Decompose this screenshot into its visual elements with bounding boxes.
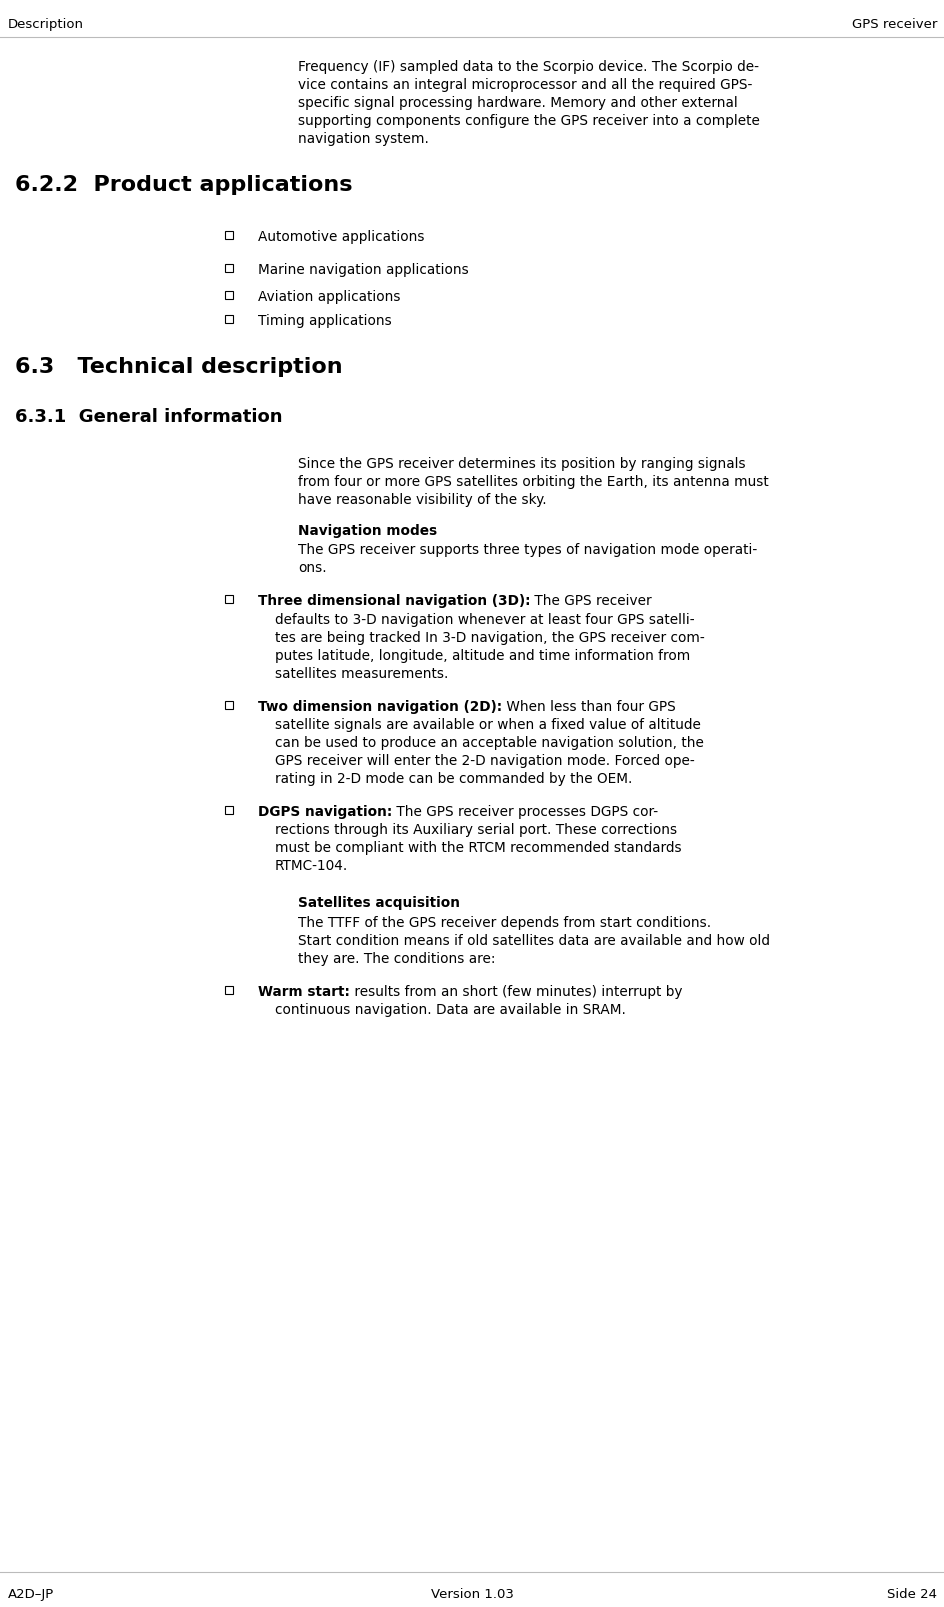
Text: navigation system.: navigation system. (297, 132, 429, 146)
Text: When less than four GPS: When less than four GPS (501, 699, 675, 714)
Text: RTMC-104.: RTMC-104. (275, 858, 348, 873)
Text: Three dimensional navigation (3D):: Three dimensional navigation (3D): (258, 593, 530, 607)
Text: 6.3.1  General information: 6.3.1 General information (15, 408, 282, 426)
Text: satellite signals are available or when a fixed value of altitude: satellite signals are available or when … (275, 718, 700, 731)
Text: must be compliant with the RTCM recommended standards: must be compliant with the RTCM recommen… (275, 840, 681, 855)
Text: The TTFF of the GPS receiver depends from start conditions.: The TTFF of the GPS receiver depends fro… (297, 916, 711, 929)
FancyBboxPatch shape (225, 292, 233, 301)
Text: they are. The conditions are:: they are. The conditions are: (297, 951, 495, 966)
Text: have reasonable visibility of the sky.: have reasonable visibility of the sky. (297, 493, 546, 506)
Text: The GPS receiver processes DGPS cor-: The GPS receiver processes DGPS cor- (392, 805, 658, 818)
Text: Satellites acquisition: Satellites acquisition (297, 895, 460, 910)
Text: The GPS receiver: The GPS receiver (530, 593, 651, 607)
Text: GPS receiver will enter the 2-D navigation mode. Forced ope-: GPS receiver will enter the 2-D navigati… (275, 754, 694, 768)
Text: Version 1.03: Version 1.03 (430, 1588, 514, 1601)
Text: DGPS navigation:: DGPS navigation: (258, 805, 392, 818)
FancyBboxPatch shape (225, 807, 233, 815)
FancyBboxPatch shape (225, 265, 233, 273)
Text: Aviation applications: Aviation applications (258, 289, 400, 304)
Text: Two dimension navigation (2D):: Two dimension navigation (2D): (258, 699, 501, 714)
Text: ons.: ons. (297, 561, 327, 575)
Text: GPS receiver: GPS receiver (851, 18, 936, 31)
Text: Since the GPS receiver determines its position by ranging signals: Since the GPS receiver determines its po… (297, 456, 745, 471)
Text: Warm start:: Warm start: (258, 985, 349, 998)
Text: Navigation modes: Navigation modes (297, 524, 437, 538)
FancyBboxPatch shape (225, 231, 233, 239)
Text: Marine navigation applications: Marine navigation applications (258, 264, 468, 276)
Text: satellites measurements.: satellites measurements. (275, 667, 447, 681)
Text: 6.3   Technical description: 6.3 Technical description (15, 357, 343, 376)
Text: Side 24: Side 24 (886, 1588, 936, 1601)
Text: Description: Description (8, 18, 84, 31)
Text: Timing applications: Timing applications (258, 313, 392, 328)
Text: results from an short (few minutes) interrupt by: results from an short (few minutes) inte… (349, 985, 682, 998)
Text: specific signal processing hardware. Memory and other external: specific signal processing hardware. Mem… (297, 96, 737, 109)
Text: Automotive applications: Automotive applications (258, 230, 424, 244)
Text: 6.2.2  Product applications: 6.2.2 Product applications (15, 175, 352, 194)
Text: rections through its Auxiliary serial port. These corrections: rections through its Auxiliary serial po… (275, 823, 677, 837)
FancyBboxPatch shape (225, 596, 233, 604)
FancyBboxPatch shape (225, 317, 233, 323)
Text: vice contains an integral microprocessor and all the required GPS-: vice contains an integral microprocessor… (297, 79, 751, 92)
FancyBboxPatch shape (225, 987, 233, 995)
Text: continuous navigation. Data are available in SRAM.: continuous navigation. Data are availabl… (275, 1003, 625, 1016)
Text: Frequency (IF) sampled data to the Scorpio device. The Scorpio de-: Frequency (IF) sampled data to the Scorp… (297, 59, 758, 74)
Text: from four or more GPS satellites orbiting the Earth, its antenna must: from four or more GPS satellites orbitin… (297, 474, 767, 489)
Text: can be used to produce an acceptable navigation solution, the: can be used to produce an acceptable nav… (275, 736, 703, 749)
Text: The GPS receiver supports three types of navigation mode operati-: The GPS receiver supports three types of… (297, 543, 756, 556)
Text: A2D–JP: A2D–JP (8, 1588, 54, 1601)
Text: tes are being tracked In 3-D navigation, the GPS receiver com-: tes are being tracked In 3-D navigation,… (275, 630, 704, 644)
Text: putes latitude, longitude, altitude and time information from: putes latitude, longitude, altitude and … (275, 649, 689, 662)
FancyBboxPatch shape (225, 702, 233, 710)
Text: defaults to 3-D navigation whenever at least four GPS satelli-: defaults to 3-D navigation whenever at l… (275, 612, 694, 627)
Text: rating in 2-D mode can be commanded by the OEM.: rating in 2-D mode can be commanded by t… (275, 771, 632, 786)
Text: Start condition means if old satellites data are available and how old: Start condition means if old satellites … (297, 934, 769, 948)
Text: supporting components configure the GPS receiver into a complete: supporting components configure the GPS … (297, 114, 759, 129)
